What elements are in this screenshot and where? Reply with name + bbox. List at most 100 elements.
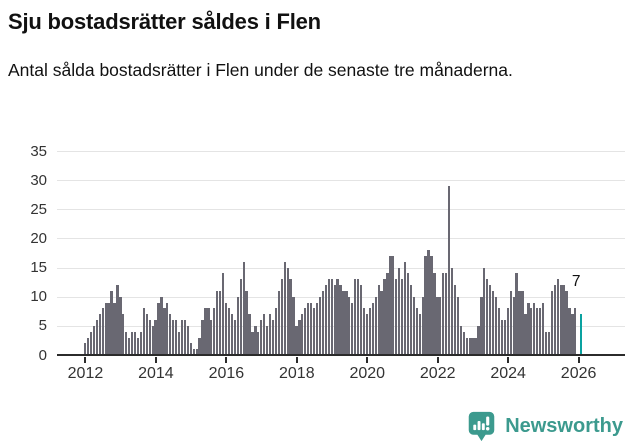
bar bbox=[327, 279, 330, 355]
x-tick-label: 2018 bbox=[279, 365, 315, 382]
bar bbox=[180, 320, 184, 355]
bar bbox=[392, 255, 395, 355]
bar bbox=[298, 320, 301, 355]
y-tick-label: 10 bbox=[30, 288, 47, 306]
x-tick bbox=[577, 357, 580, 363]
bar bbox=[486, 279, 489, 355]
bar bbox=[351, 302, 354, 355]
bar bbox=[406, 273, 410, 355]
y-tick-label: 20 bbox=[30, 229, 47, 247]
x-tick bbox=[295, 357, 298, 363]
bar bbox=[565, 290, 568, 355]
bar bbox=[198, 337, 201, 355]
newsworthy-logo[interactable]: Newsworthy bbox=[466, 410, 623, 443]
bar bbox=[430, 255, 433, 355]
bar bbox=[318, 296, 322, 355]
bar bbox=[483, 267, 486, 355]
bar bbox=[515, 273, 518, 355]
bar bbox=[186, 325, 190, 355]
bar bbox=[221, 273, 225, 355]
bar bbox=[541, 302, 545, 355]
bar bbox=[174, 320, 178, 355]
bar bbox=[189, 343, 192, 355]
bar bbox=[433, 273, 436, 355]
bar bbox=[260, 320, 263, 355]
y-tick-label: 15 bbox=[30, 259, 47, 277]
gridline bbox=[57, 209, 625, 211]
bar bbox=[286, 267, 289, 355]
gridline bbox=[57, 238, 625, 240]
bar bbox=[354, 279, 357, 355]
bar bbox=[169, 314, 172, 355]
bar bbox=[92, 325, 96, 355]
y-tick-label: 5 bbox=[38, 317, 47, 335]
bar bbox=[386, 273, 389, 355]
gridline bbox=[57, 267, 625, 269]
x-tick-label: 2016 bbox=[208, 365, 245, 382]
bar bbox=[538, 308, 542, 355]
bar bbox=[160, 296, 163, 355]
bar bbox=[544, 331, 548, 355]
bars-container: 2012 2014 2016 2018 2020 2022 2024 2026 bbox=[68, 151, 596, 382]
bar bbox=[245, 290, 248, 355]
plot-area: 2012 2014 2016 2018 2020 2022 2024 2026 7 bbox=[57, 151, 625, 382]
bar bbox=[177, 331, 181, 355]
bar bbox=[518, 290, 521, 355]
bar bbox=[195, 349, 198, 355]
x-axis-line bbox=[57, 353, 625, 356]
bar bbox=[172, 320, 175, 355]
bar bbox=[500, 320, 504, 355]
bar bbox=[424, 255, 427, 355]
bar bbox=[568, 308, 571, 355]
bar bbox=[213, 308, 216, 355]
y-tick-label: 25 bbox=[30, 200, 47, 218]
bar bbox=[330, 279, 333, 355]
bar bbox=[421, 296, 424, 355]
bar bbox=[442, 273, 445, 355]
bar bbox=[474, 337, 477, 355]
bar bbox=[292, 296, 295, 355]
x-tick bbox=[84, 357, 87, 363]
bar bbox=[312, 308, 316, 355]
bar bbox=[125, 331, 128, 355]
x-tick-label: 2022 bbox=[419, 365, 456, 382]
bar bbox=[295, 325, 298, 355]
x-tick-label: 2024 bbox=[490, 365, 526, 382]
bar bbox=[447, 185, 451, 355]
bar bbox=[283, 261, 286, 355]
bar bbox=[113, 302, 116, 355]
bar bbox=[533, 302, 536, 355]
gridline bbox=[57, 325, 625, 327]
x-tick-label: 2014 bbox=[138, 365, 174, 382]
bar bbox=[268, 314, 272, 355]
latest-value-label: 7 bbox=[571, 273, 581, 291]
bar bbox=[462, 331, 465, 355]
bar bbox=[553, 285, 556, 355]
y-tick-label: 30 bbox=[30, 171, 47, 189]
bar bbox=[377, 285, 380, 355]
bar bbox=[104, 302, 107, 355]
bar bbox=[128, 337, 131, 355]
bar bbox=[201, 320, 204, 355]
bar bbox=[521, 290, 524, 355]
bar bbox=[506, 308, 509, 355]
bar bbox=[216, 290, 219, 355]
bar bbox=[148, 320, 151, 355]
bar bbox=[142, 308, 145, 355]
bar bbox=[383, 279, 386, 355]
x-tick bbox=[366, 357, 369, 363]
x-tick bbox=[507, 357, 510, 363]
bar bbox=[230, 314, 234, 355]
bar bbox=[271, 320, 275, 355]
bar bbox=[333, 285, 336, 355]
bar bbox=[219, 290, 222, 355]
bar bbox=[345, 290, 348, 355]
bar bbox=[183, 320, 187, 355]
bar bbox=[304, 308, 307, 355]
bar bbox=[494, 296, 498, 355]
brand-name: Newsworthy bbox=[505, 415, 623, 437]
bar bbox=[368, 308, 371, 355]
bar bbox=[412, 296, 416, 355]
bar bbox=[236, 296, 239, 355]
bar bbox=[116, 285, 119, 355]
